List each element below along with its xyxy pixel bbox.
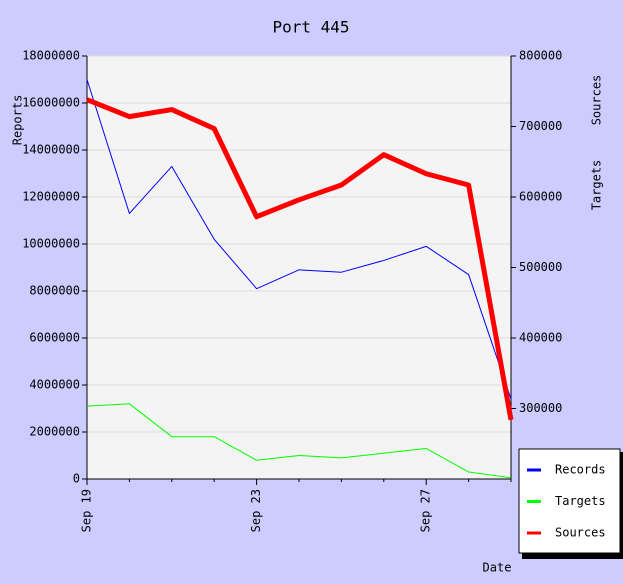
chart-title: Port 445 <box>272 18 349 37</box>
y2-tick-label: 400000 <box>519 331 562 345</box>
x-tick-label: Sep 19 <box>80 489 94 532</box>
y-tick-label: 14000000 <box>22 143 80 157</box>
y-tick-label: 8000000 <box>29 284 80 298</box>
y-tick-label: 4000000 <box>29 378 80 392</box>
x-tick-label: Sep 23 <box>249 489 263 532</box>
y-tick-label: 18000000 <box>22 49 80 63</box>
x-axis-title: Date <box>483 561 512 575</box>
y2-tick-label: 700000 <box>519 119 562 133</box>
legend-label: Sources <box>555 526 606 540</box>
y-tick-label: 12000000 <box>22 190 80 204</box>
legend: Records Targets Sources <box>519 449 623 559</box>
chart: Port 445 Reports Sources Targets Date 02… <box>0 0 623 584</box>
y2-tick-label: 600000 <box>519 190 562 204</box>
y-tick-label: 0 <box>73 472 80 486</box>
y-tick-label: 16000000 <box>22 96 80 110</box>
legend-label: Records <box>555 463 606 477</box>
y2-axis-title: Sources <box>590 75 604 126</box>
y2-axis-title: Targets <box>590 160 604 211</box>
y2-tick-label: 300000 <box>519 401 562 415</box>
legend-label: Targets <box>555 494 606 508</box>
y2-tick-label: 500000 <box>519 260 562 274</box>
plot-area <box>87 56 511 479</box>
y-tick-label: 2000000 <box>29 425 80 439</box>
y2-tick-label: 800000 <box>519 49 562 63</box>
y-tick-label: 10000000 <box>22 237 80 251</box>
y-tick-label: 6000000 <box>29 331 80 345</box>
x-tick-label: Sep 27 <box>419 489 433 532</box>
